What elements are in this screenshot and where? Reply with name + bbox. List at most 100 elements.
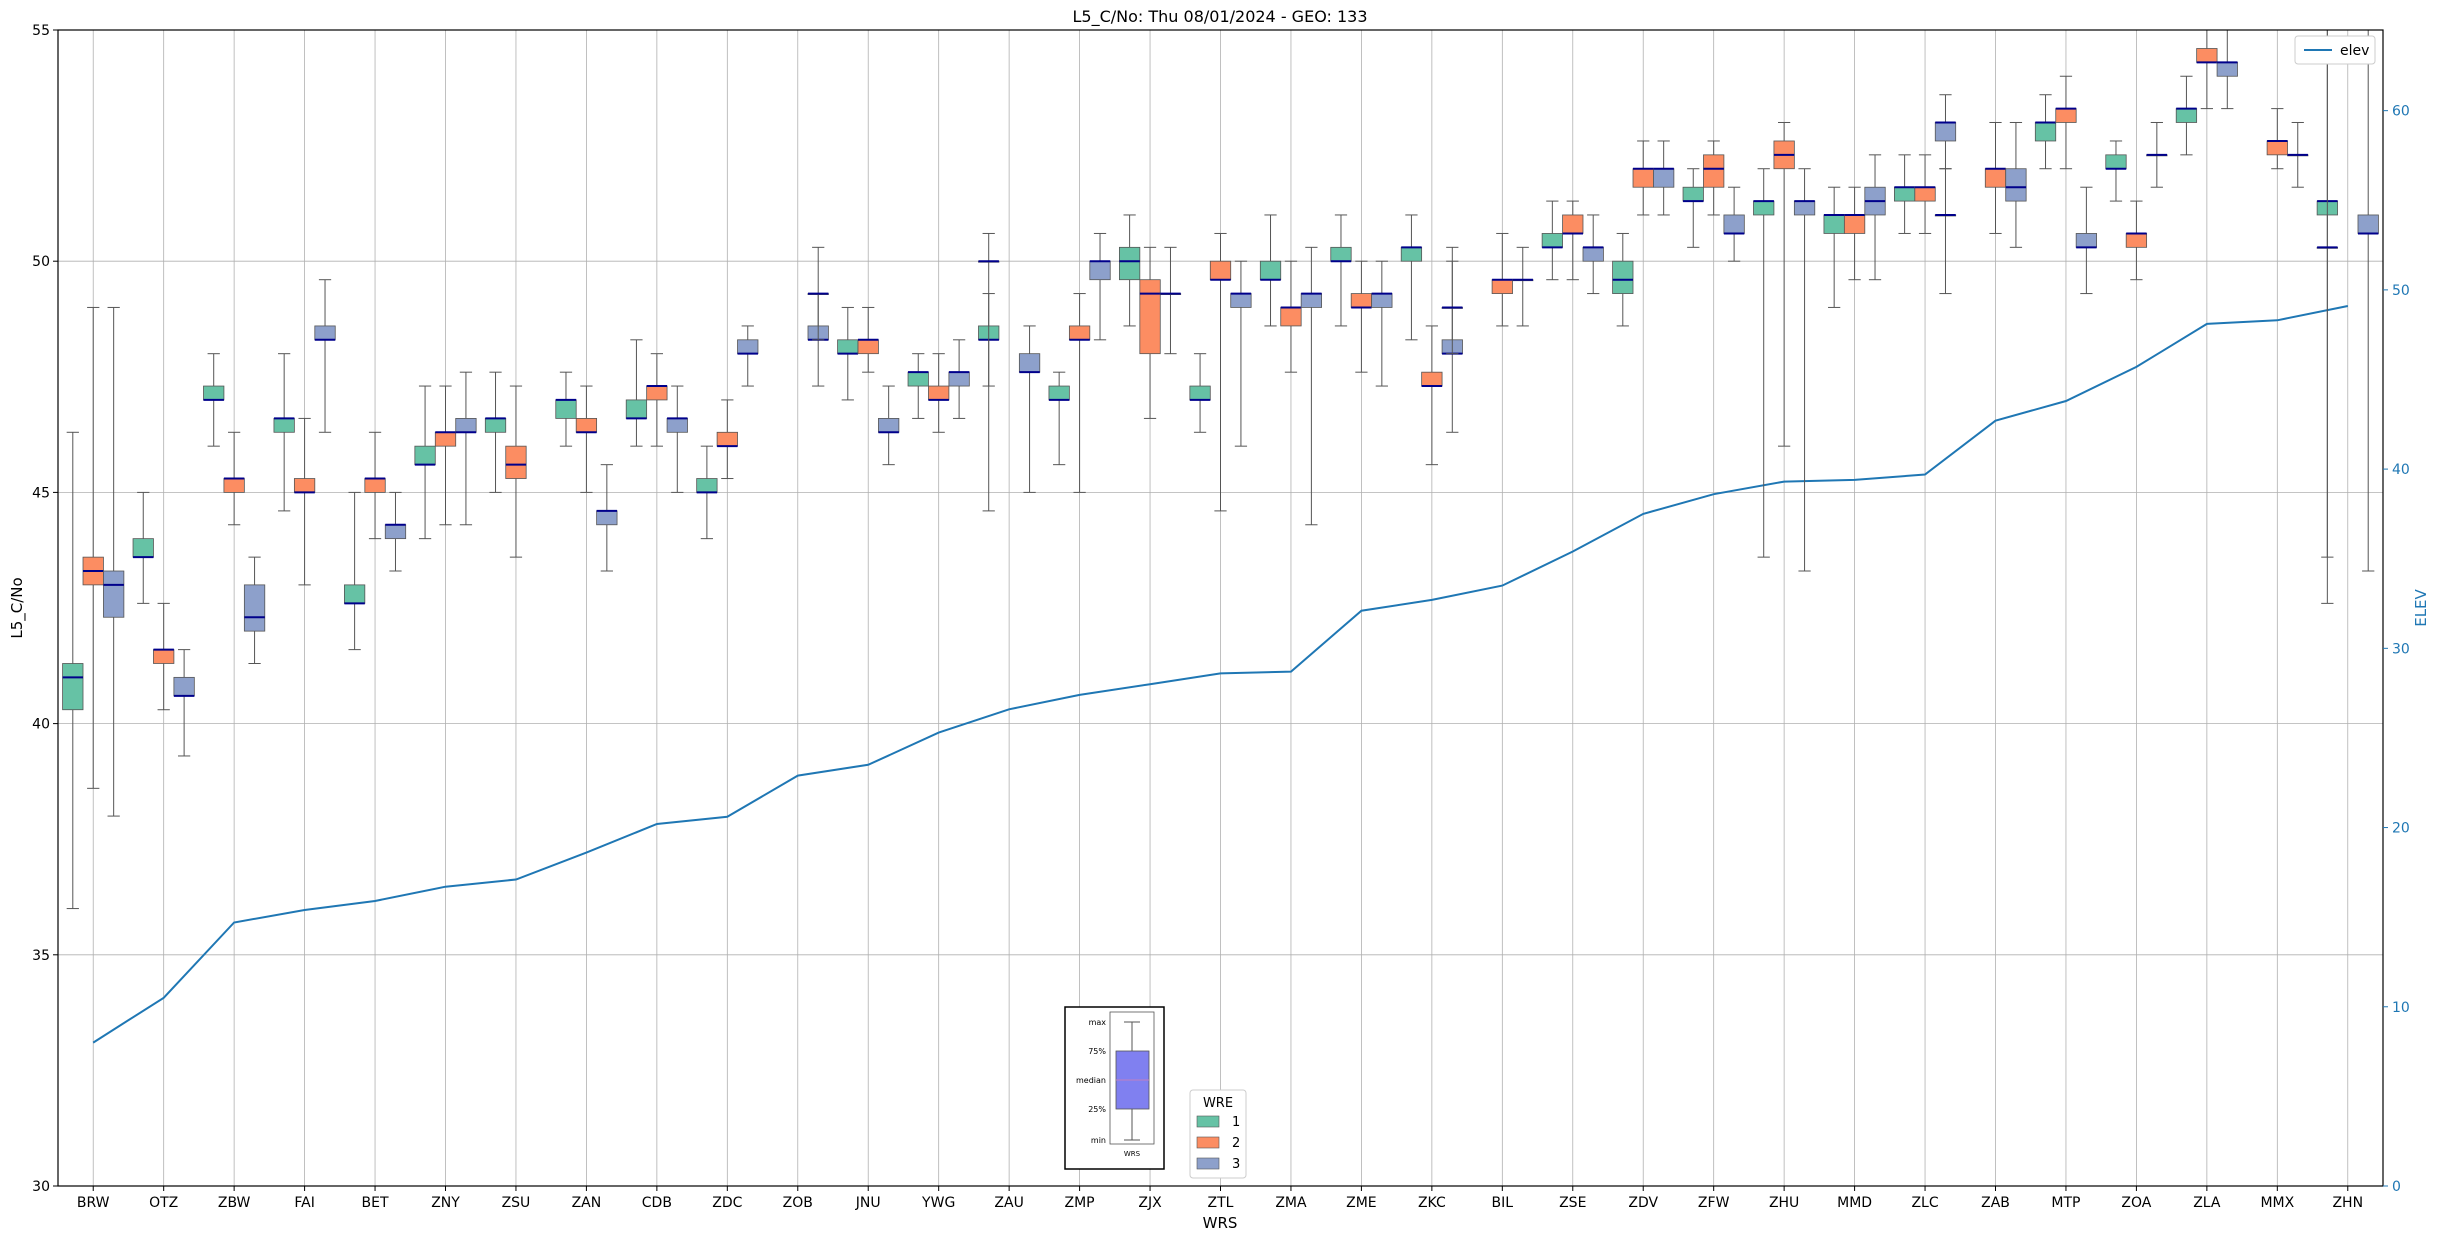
box-body (484, 418, 507, 433)
x-tick-label: ZME (1346, 1195, 1377, 1211)
box-wre2-zme (1350, 260, 1373, 373)
box-body (203, 385, 225, 401)
box-body (1350, 293, 1373, 308)
box-wre2-jnu (857, 306, 879, 373)
box-wre3-mtp (2075, 186, 2098, 295)
box-wre3-mmx (2287, 121, 2309, 188)
legend-label-wre3: 3 (1232, 1157, 1240, 1172)
box-body (666, 418, 688, 433)
box-body (1541, 233, 1563, 248)
box-body (1723, 214, 1745, 234)
box-wre2-zla (2196, 29, 2218, 110)
x-tick-label: ZLC (1911, 1195, 1938, 1211)
box-wre1-zme (1330, 214, 1352, 327)
y-right-tick-label: 10 (2392, 1000, 2410, 1016)
box-body (1612, 260, 1634, 294)
legend-swatch-wre3 (1196, 1157, 1220, 1170)
box-wre2-zlc (1914, 154, 1936, 234)
box-wre3-zjx (1159, 246, 1182, 355)
x-tick-label: BET (362, 1195, 389, 1211)
y-tick-label: 50 (32, 254, 50, 270)
box-body (173, 676, 195, 697)
wre-legend-items: 1 2 3 (1196, 1115, 1240, 1172)
box-wre3-zma (1300, 246, 1323, 526)
y-right-tick-label: 60 (2392, 104, 2410, 120)
box-body (1259, 260, 1282, 281)
y-axis-label: L5_C/No (8, 577, 27, 638)
box-wre3-ywg (948, 339, 970, 419)
box-body (2357, 214, 2379, 234)
box-body (2075, 233, 2098, 248)
box-body (857, 339, 879, 355)
box-wre2-fai (293, 417, 316, 586)
box-wre1-zjx (1118, 214, 1141, 327)
x-tick-label: ZLA (2193, 1195, 2221, 1211)
grid-layer (58, 29, 2383, 1187)
x-tick-label: ZAU (994, 1195, 1023, 1211)
box-body (293, 478, 316, 493)
box-wre2-mmd (1843, 186, 1866, 281)
box-body (2034, 122, 2057, 142)
x-tick-label: CDB (642, 1195, 672, 1211)
box-wre3-bil (1512, 246, 1534, 327)
box-wre1-zma (1259, 214, 1282, 327)
box-wre2-bil (1491, 232, 1513, 327)
y-tick-label: 45 (32, 485, 50, 501)
box-wre3-zse (1582, 214, 1604, 295)
box-wre2-zjx (1139, 246, 1161, 419)
box-wre2-mtp (2055, 75, 2077, 170)
box-wre3-zme (1371, 260, 1393, 387)
box-body (343, 584, 366, 604)
box-wre3-zlc (1934, 168, 1957, 295)
x-tick-label: ZNY (431, 1195, 460, 1211)
box-body (364, 478, 386, 493)
box-wre2-zdv (1632, 140, 1654, 216)
x-tick-label: ZSE (1559, 1195, 1586, 1211)
box-wre1-zoa (2105, 140, 2127, 202)
box-wre2-mmx (2266, 108, 2288, 170)
x-tick-label: BRW (77, 1195, 110, 1211)
box-wre1-zsu (484, 371, 507, 493)
y-tick-label: 30 (32, 1179, 50, 1195)
box-body (1371, 293, 1393, 308)
box-body (1068, 325, 1091, 341)
box-body (1209, 260, 1232, 281)
box-wre2-ztl (1209, 232, 1232, 512)
box-body (273, 418, 295, 433)
box-body (2105, 154, 2127, 170)
box-wre1-zdv (1612, 232, 1634, 327)
box-wre3-zau (978, 232, 1000, 387)
x-tick-label: OTZ (149, 1195, 178, 1211)
box-wre3-zhn (2316, 29, 2338, 604)
box-body (2266, 140, 2288, 156)
y-right-tick-label: 40 (2392, 462, 2410, 478)
x-tick-label: ZMA (1275, 1195, 1307, 1211)
elev-legend: elev (2294, 35, 2376, 65)
box-wre2-brw (82, 306, 104, 789)
box-body (1139, 279, 1161, 355)
box-wre2-zkc (1421, 325, 1443, 466)
box-wre2-zsu (505, 385, 527, 558)
box-wre1-jnu (837, 306, 859, 401)
box-body (1018, 353, 1041, 373)
y-right-tick-label: 0 (2392, 1179, 2401, 1195)
box-wre3-cdb (666, 385, 688, 493)
box-wre1-zbw (203, 353, 225, 447)
reference-label-min: min (1091, 1136, 1106, 1145)
box-wre2-otz (153, 602, 175, 711)
box-body (1793, 200, 1816, 216)
box-body (455, 418, 477, 433)
legend-label-wre1: 1 (1232, 1115, 1240, 1130)
x-tick-label: ZHU (1769, 1195, 1799, 1211)
box-body (1400, 246, 1423, 262)
x-tick-label: ZSU (502, 1195, 531, 1211)
box-wre2-zfw (1703, 140, 1725, 216)
box-body (716, 431, 738, 447)
box-wre3-zdv (1653, 140, 1675, 216)
x-tick-label: ZAB (1981, 1195, 2010, 1211)
box-body (1682, 186, 1704, 202)
box-body (243, 584, 266, 632)
box-wre3-zan (596, 464, 618, 572)
box-body (596, 510, 618, 526)
box-wre1-brw (62, 431, 84, 910)
